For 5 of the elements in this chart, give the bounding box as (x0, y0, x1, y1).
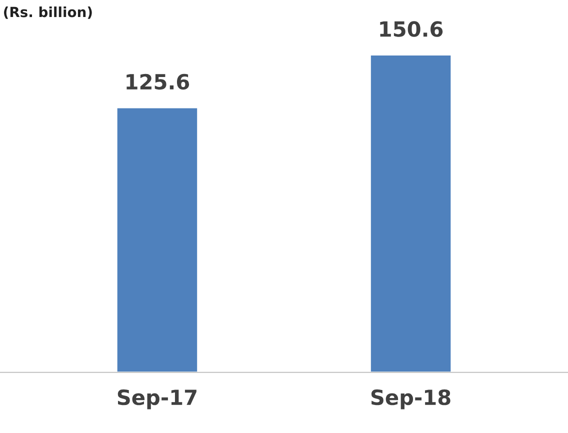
x-tick-label: Sep-17 (118, 389, 196, 410)
data-label: 125.6 (126, 74, 190, 90)
x-tick-label: Sep-18 (371, 389, 450, 410)
data-label: 150.6 (380, 21, 443, 37)
chart-title: (Rs. billion) (4, 6, 92, 19)
